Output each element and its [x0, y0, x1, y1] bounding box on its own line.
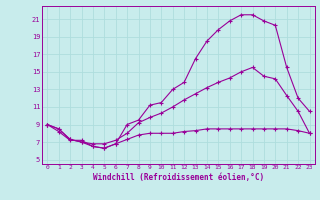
X-axis label: Windchill (Refroidissement éolien,°C): Windchill (Refroidissement éolien,°C) [93, 173, 264, 182]
